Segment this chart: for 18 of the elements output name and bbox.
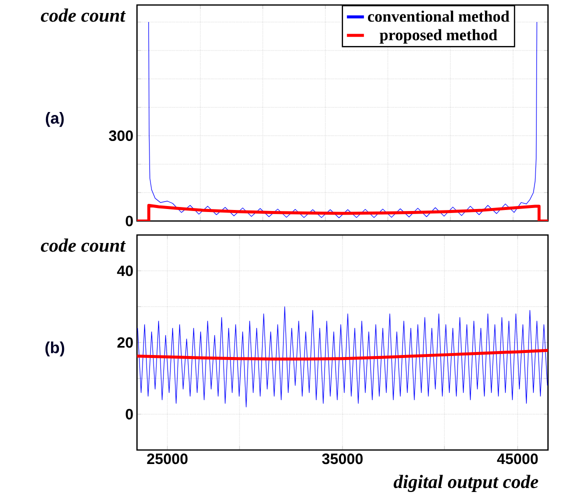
- x-tick-label: 45000: [497, 454, 538, 464]
- y-axis-title: code count: [40, 8, 126, 22]
- x-tick-label: 35000: [322, 454, 363, 464]
- line-series: [148, 22, 538, 218]
- text: (a): [46, 112, 64, 127]
- y-axis-title: code count: [40, 238, 126, 252]
- legend-label: proposed method: [380, 29, 498, 44]
- y-tick-label: 0: [126, 216, 133, 226]
- x-tick-label: 25000: [147, 454, 188, 464]
- legend-label: conventional method: [368, 10, 510, 22]
- text: (b): [45, 342, 64, 356]
- line-series: [137, 306, 548, 408]
- line-series: [137, 204, 548, 221]
- y-tick-label: 20: [117, 337, 133, 348]
- y-tick-label: 0: [126, 408, 133, 420]
- y-tick-label: 40: [117, 266, 133, 276]
- y-tick-label: 300: [108, 130, 133, 142]
- x-axis-title: digital output code: [394, 474, 538, 492]
